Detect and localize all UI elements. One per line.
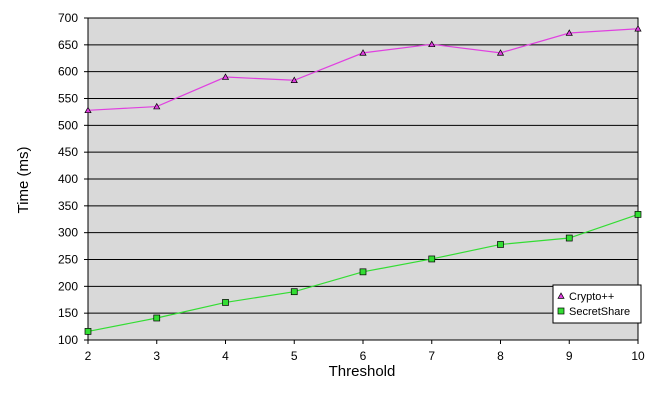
legend-box	[552, 284, 642, 324]
y-tick-label: 150	[58, 306, 78, 320]
x-tick-label: 7	[428, 349, 435, 363]
x-tick-label: 6	[360, 349, 367, 363]
data-point-1	[84, 328, 92, 335]
data-point-0	[290, 76, 298, 84]
y-tick-label: 350	[58, 199, 78, 213]
y-tick-label: 300	[58, 226, 78, 240]
legend-label: SecretShare	[569, 306, 630, 318]
data-point-0	[496, 49, 505, 56]
x-tick-label: 4	[222, 349, 229, 363]
data-point-0	[428, 40, 436, 48]
data-point-0	[634, 25, 642, 32]
legend-marker	[557, 292, 565, 299]
x-tick-label: 8	[497, 349, 504, 363]
x-tick-label: 3	[153, 349, 160, 363]
y-tick-label: 100	[58, 333, 78, 347]
y-tick-label: 600	[58, 65, 78, 79]
y-tick-label: 550	[58, 92, 78, 106]
data-point-0	[221, 73, 230, 80]
data-point-0	[153, 102, 161, 110]
data-point-1	[153, 314, 161, 322]
data-point-1	[428, 255, 436, 263]
y-tick-label: 450	[58, 145, 78, 159]
legend-label: Crypto++	[569, 291, 614, 303]
x-tick-label: 2	[85, 349, 92, 363]
data-point-1	[222, 299, 229, 306]
data-point-1	[634, 211, 642, 218]
data-point-0	[359, 49, 367, 56]
y-axis-title: Time (ms)	[15, 147, 32, 214]
data-point-0	[84, 106, 92, 114]
data-point-1	[359, 268, 367, 276]
y-tick-label: 650	[58, 38, 78, 52]
x-tick-label: 10	[631, 349, 645, 363]
y-tick-label: 700	[58, 11, 78, 25]
legend-marker	[557, 307, 565, 315]
y-tick-label: 200	[58, 279, 78, 293]
data-point-1	[290, 288, 298, 296]
data-point-0	[565, 29, 573, 36]
x-tick-label: 9	[566, 349, 573, 363]
plot-area: 100 150 200 250 300 350 400 450 500 550 600 650 700 2…	[58, 11, 645, 363]
x-tick-label: 5	[291, 349, 298, 363]
y-tick-label: 500	[58, 118, 78, 132]
x-axis-title: Threshold	[329, 363, 396, 380]
y-tick-label: 250	[58, 253, 78, 267]
y-tick-label: 400	[58, 172, 78, 186]
data-point-1	[565, 234, 573, 242]
data-point-1	[497, 241, 504, 248]
